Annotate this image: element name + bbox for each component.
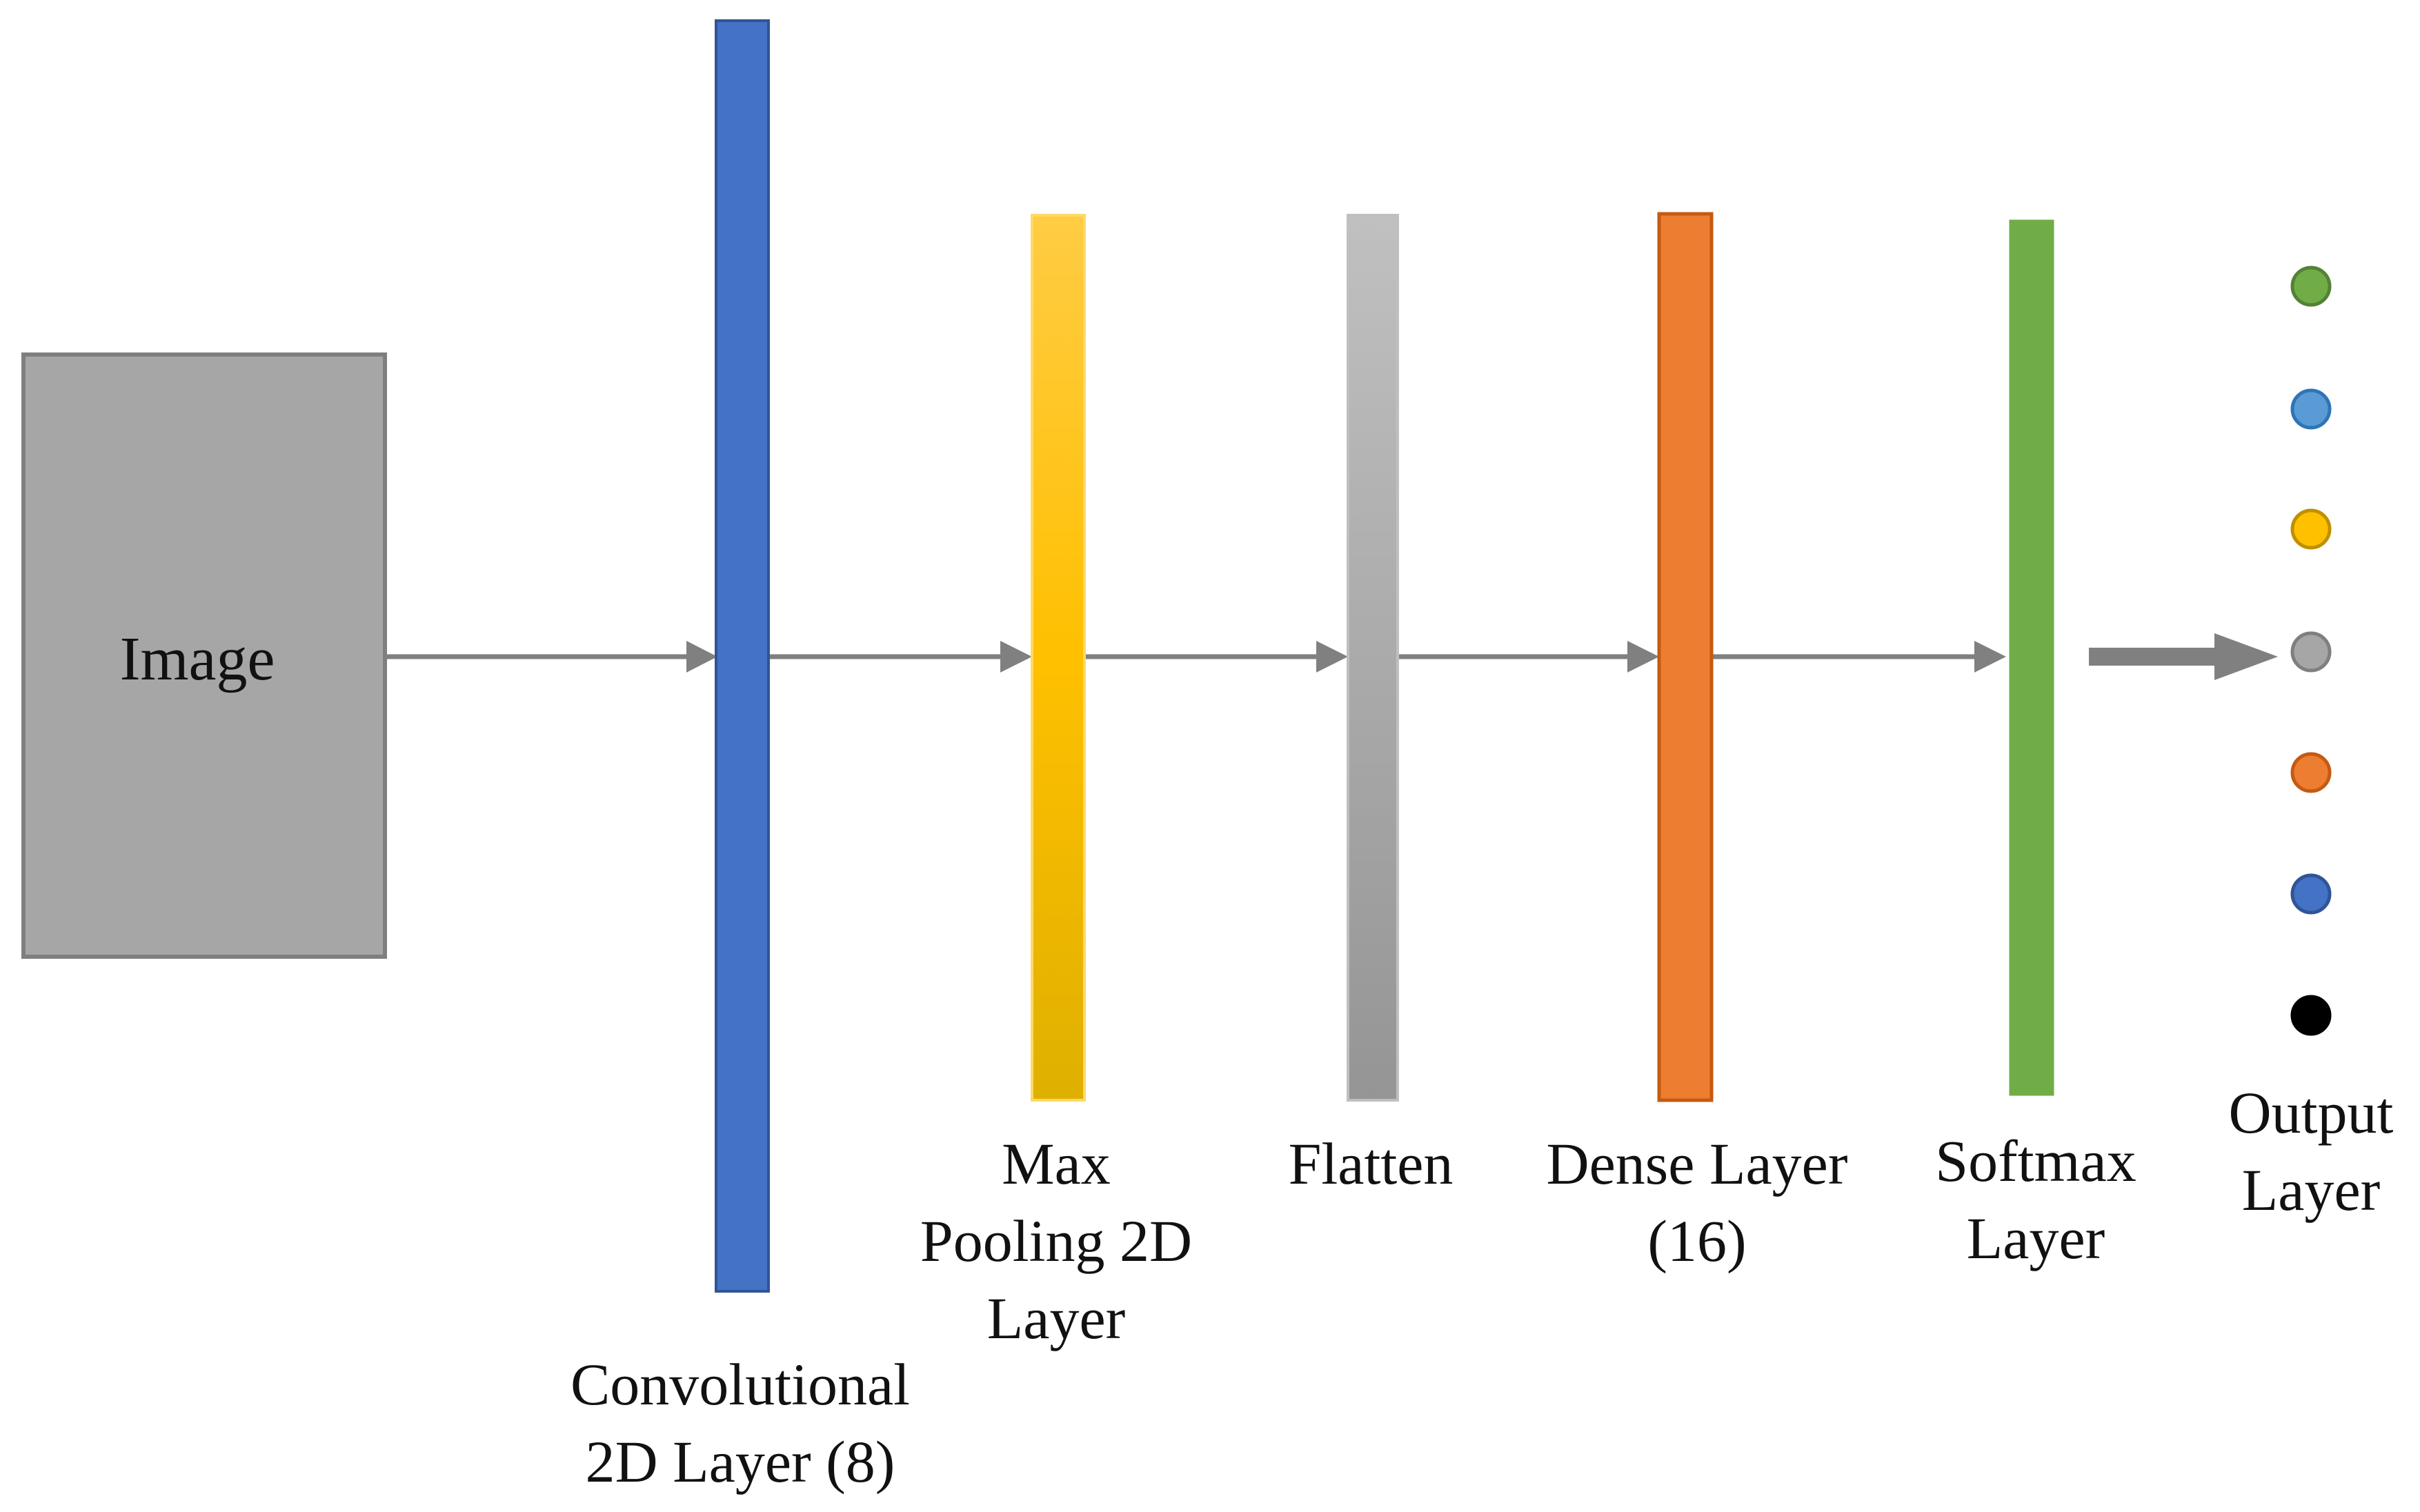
softmax-layer-label-line1: Softmax [1935,1128,2136,1194]
dense-layer-bar [1657,212,1714,1102]
output-node-5 [2290,752,2332,793]
arrow-head-image-to-conv [686,641,717,673]
softmax-layer-label-line2: Layer [1967,1205,2105,1271]
softmax-layer-bar [2009,219,2054,1096]
dense-layer-label-line2: (16) [1647,1208,1746,1274]
output-node-4 [2290,631,2332,673]
input-image-node: Image [21,352,387,959]
flatten-layer-label-line1: Flatten [1289,1131,1454,1197]
output-node-7 [2290,995,2332,1036]
maxpool2d-layer-label-line3: Layer [987,1285,1126,1351]
connection-arrows [385,633,2278,680]
dense-layer-label-line1: Dense Layer [1547,1131,1848,1197]
layer-conv: Convolutional 2D Layer (8) [571,19,910,1495]
output-node-3 [2290,508,2332,550]
output-layer: Output Layer [2229,266,2394,1223]
arrow-head-flatten-to-dense [1627,641,1659,673]
layer-softmax: Softmax Layer [1935,219,2136,1271]
input-image-label: Image [120,625,275,693]
maxpool2d-layer-label-line2: Pooling 2D [920,1208,1192,1274]
arrow-head-dense-to-softmax [1974,641,2006,673]
conv2d-layer-bar [715,19,770,1293]
output-node-6 [2290,873,2332,915]
conv2d-layer-label-line1: Convolutional [571,1351,910,1418]
output-layer-label-line1: Output [2229,1080,2394,1146]
conv2d-layer-label-line2: 2D Layer (8) [586,1429,895,1495]
maxpool2d-layer-bar [1031,214,1086,1102]
output-node-2 [2290,388,2332,430]
arrow-head-conv-to-maxpool [1000,641,1032,673]
arrow-head-softmax-to-output [2214,633,2278,680]
layer-dense: Dense Layer (16) [1547,212,1848,1274]
layer-maxpool: Max Pooling 2D Layer [920,214,1192,1351]
output-layer-label-line2: Layer [2242,1157,2381,1223]
maxpool2d-layer-label-line1: Max [1002,1131,1111,1197]
input-image-box [21,352,387,959]
flatten-layer-bar [1347,214,1399,1102]
layer-flatten: Flatten [1289,214,1454,1197]
arrow-head-maxpool-to-flatten [1316,641,1348,673]
output-node-1 [2290,266,2332,307]
